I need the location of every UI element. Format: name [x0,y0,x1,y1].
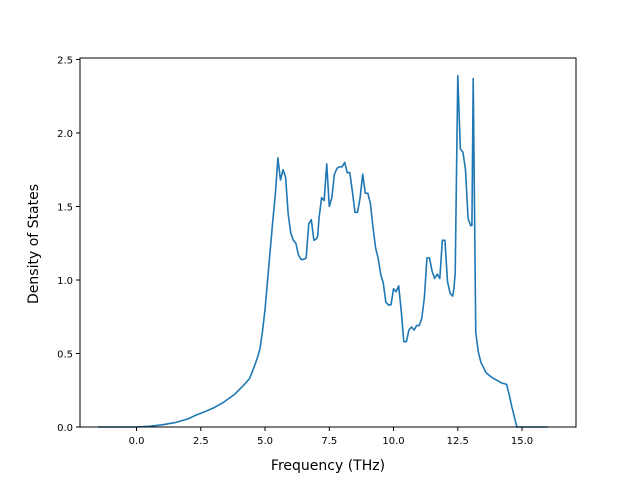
x-tick-label: 0.0 [129,436,145,447]
y-tick-label: 1.5 [57,202,73,213]
x-tick-label: 15.0 [511,436,533,447]
x-tick-label: 10.0 [382,436,404,447]
x-axis-label: Frequency (THz) [271,458,385,474]
y-tick-label: 2.0 [57,129,73,140]
x-axis-ticks: 0.0 2.5 5.0 7.5 10.0 12.5 15.0 [129,427,533,447]
y-tick-label: 2.5 [57,55,73,66]
plot-area [79,57,577,428]
x-tick-label: 7.5 [321,436,337,447]
y-axis-label: Density of States [26,184,42,304]
series-line-0 [97,74,548,428]
y-axis-ticks: 0.0 0.5 1.0 1.5 2.0 2.5 [57,55,80,434]
plot-frame [79,57,577,428]
y-tick-label: 1.0 [57,276,73,287]
y-tick-label: 0.0 [57,423,73,434]
x-tick-label: 5.0 [257,436,273,447]
y-tick-label: 0.5 [57,349,73,360]
x-tick-label: 2.5 [193,436,209,447]
x-tick-label: 12.5 [447,436,469,447]
